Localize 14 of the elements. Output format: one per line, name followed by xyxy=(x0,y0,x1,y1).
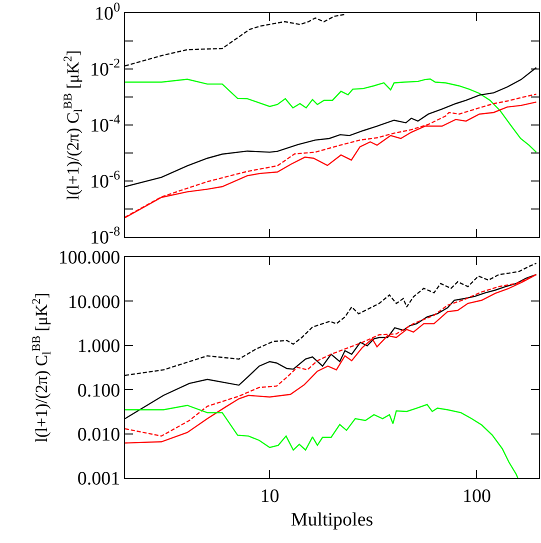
x-axis-title: Multipoles xyxy=(290,510,374,531)
x-tick-label: 100 xyxy=(462,486,491,507)
y-tick-label: 1.000 xyxy=(77,336,120,358)
x-tick-label: 10 xyxy=(260,486,280,507)
y-tick-label: 100.000 xyxy=(58,248,120,269)
y-tick-label: 10$^{-6}$ xyxy=(90,168,120,193)
y-tick-label: 10.000 xyxy=(68,292,120,313)
y-tick-label: 10$^{-8}$ xyxy=(90,224,120,249)
y-tick-label: 10$^{-4}$ xyxy=(90,112,120,137)
y-tick-label: 10$^{-2}$ xyxy=(90,56,120,81)
y-tick-label: 0.001 xyxy=(77,468,120,490)
y-tick-label: 0.100 xyxy=(77,380,120,402)
y-tick-label: 0.010 xyxy=(77,424,120,446)
y-tick-label: 10$^{0}$ xyxy=(94,0,120,25)
